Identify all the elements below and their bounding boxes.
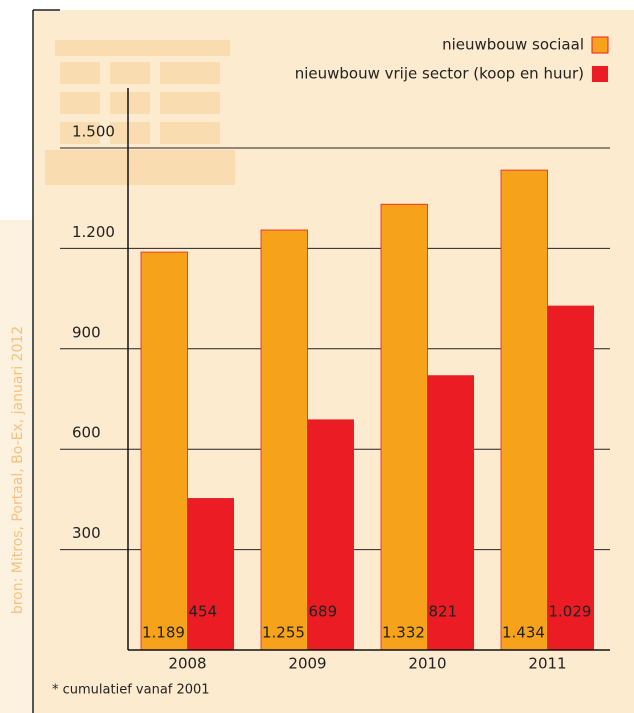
source: bron: Mitros, Portaal, Bo-Ex, januari 20…	[10, 326, 26, 614]
data-label: 1.189	[142, 624, 185, 642]
data-label: 689	[309, 603, 338, 621]
footnote: * cumulatief vanaf 2001	[52, 683, 210, 698]
bar	[307, 419, 354, 650]
legend-swatch	[592, 66, 608, 82]
x-tick-label: 2009	[288, 655, 326, 673]
x-tick-label: 2008	[168, 655, 206, 673]
x-tick-label: 2011	[528, 655, 566, 673]
y-tick-label: 1.500	[72, 123, 115, 141]
y-tick-label: 600	[72, 424, 101, 442]
y-tick-label: 1.200	[72, 223, 115, 241]
legend-label: nieuwbouw sociaal	[442, 36, 584, 54]
data-label: 454	[189, 603, 218, 621]
legend-swatch	[591, 36, 609, 54]
data-label: 1.332	[382, 624, 425, 642]
bar	[140, 251, 188, 651]
bar	[547, 305, 594, 650]
source-strip	[0, 220, 33, 713]
bar	[427, 375, 474, 650]
x-tick-label: 2010	[408, 655, 446, 673]
bar	[187, 498, 234, 650]
bar	[380, 203, 428, 651]
data-label: 821	[429, 603, 458, 621]
data-label: 1.255	[262, 624, 305, 642]
y-tick-label: 300	[72, 524, 101, 542]
data-label: 1.434	[502, 624, 545, 642]
bar	[260, 229, 308, 651]
data-label: 1.029	[549, 603, 592, 621]
y-tick-label: 900	[72, 323, 101, 341]
bar	[500, 169, 548, 651]
legend-label: nieuwbouw vrije sector (koop en huur)	[295, 65, 584, 83]
building-watermark	[45, 40, 235, 185]
